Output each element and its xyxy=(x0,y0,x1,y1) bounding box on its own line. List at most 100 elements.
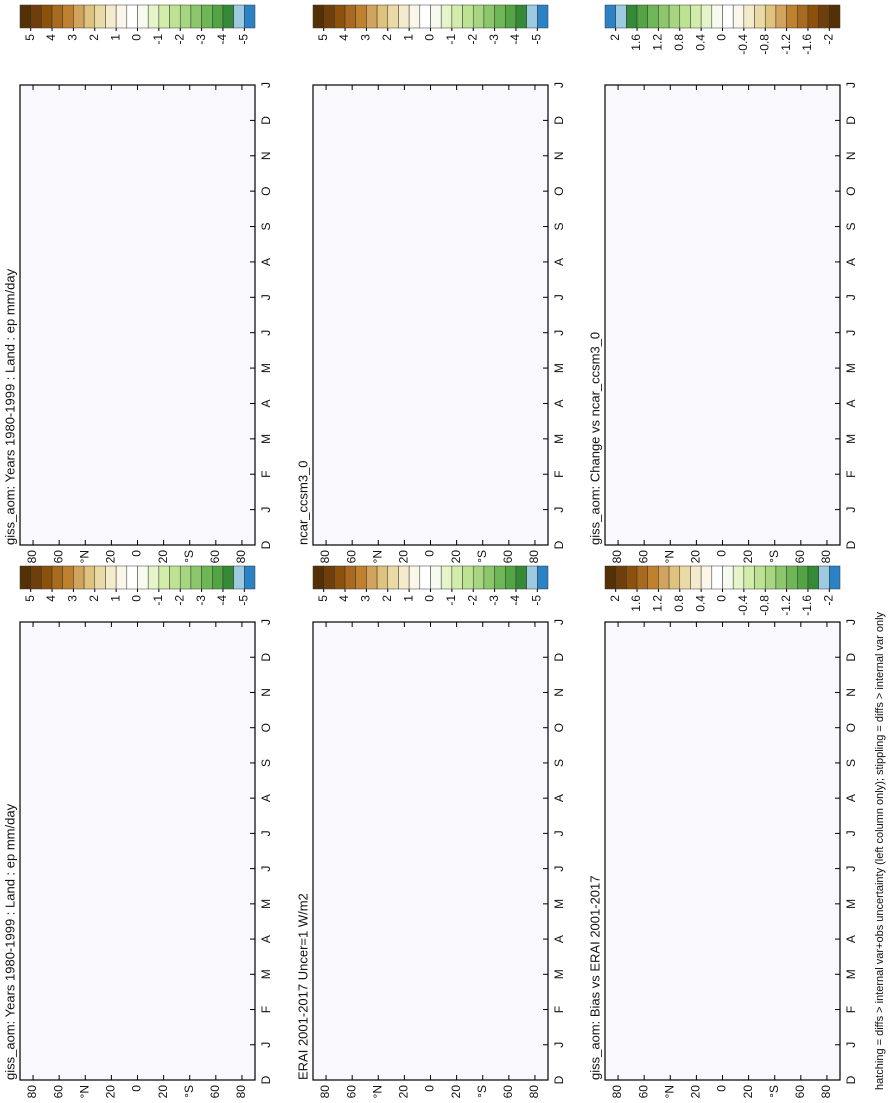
x-tick-label: A xyxy=(552,258,566,266)
y-tick-label: 20 xyxy=(449,1085,463,1099)
x-tick-label: D xyxy=(259,116,273,125)
x-tick-label: S xyxy=(844,759,858,767)
colorbar-box xyxy=(169,565,181,590)
footnote: hatching = diffs > internal var+obs unce… xyxy=(874,611,886,1090)
colorbar-box xyxy=(658,565,670,590)
y-tick-label: 0 xyxy=(130,1085,144,1092)
colorbar-box xyxy=(355,4,367,29)
plot-area xyxy=(19,84,256,546)
y-tick-label: 20 xyxy=(156,1085,170,1099)
y-tick-label: 60 xyxy=(51,550,65,564)
colorbar-box xyxy=(700,565,713,590)
colorbar-box xyxy=(94,4,106,29)
colorbar-box xyxy=(233,565,245,590)
colorbar-box xyxy=(233,4,245,29)
y-tick-label: °S xyxy=(475,1085,489,1098)
colorbar-box xyxy=(190,4,202,29)
colorbar-box xyxy=(41,4,53,29)
x-tick-label: A xyxy=(844,399,858,407)
colorbar-box xyxy=(201,565,213,590)
colorbar-box xyxy=(743,4,755,29)
colorbar-label: 0 xyxy=(423,595,437,602)
x-tick-label: O xyxy=(844,186,858,195)
colorbar-box xyxy=(797,4,809,29)
colorbar-box xyxy=(387,4,399,29)
x-tick-label: M xyxy=(259,363,273,373)
y-tick-label: 20 xyxy=(741,1085,755,1099)
colorbar-box xyxy=(722,565,734,590)
colorbar-label: -3 xyxy=(194,34,208,45)
x-tick-label: M xyxy=(844,434,858,444)
x-tick-label: D xyxy=(259,540,273,549)
colorbar-box xyxy=(472,4,485,29)
colorbar-box xyxy=(430,4,442,29)
colorbar-label: -4 xyxy=(215,34,229,45)
panel-title: giss_aom: Years 1980-1999 : Land : ep mm… xyxy=(2,803,17,1080)
colorbar-box xyxy=(126,565,138,590)
x-tick-label: J xyxy=(552,830,566,836)
x-tick-label: N xyxy=(844,688,858,697)
colorbar-box xyxy=(41,565,53,590)
colorbar-box xyxy=(658,4,670,29)
x-tick-label: J xyxy=(259,866,273,872)
colorbar-label: 5 xyxy=(23,595,37,602)
colorbar-label: 3 xyxy=(66,595,80,602)
y-tick-label: 80 xyxy=(610,550,624,564)
colorbar-box xyxy=(515,565,527,590)
colorbar-box xyxy=(51,4,63,29)
y-tick-label: 80 xyxy=(318,550,332,564)
colorbar-box xyxy=(494,565,506,590)
colorbar-label: -5 xyxy=(236,34,250,45)
y-tick-label: 80 xyxy=(25,550,39,564)
colorbar-box xyxy=(462,565,474,590)
colorbar-box xyxy=(408,565,421,590)
colorbar-box xyxy=(430,565,442,590)
x-tick-label: J xyxy=(259,507,273,513)
colorbar-box xyxy=(105,4,117,29)
y-tick-label: 0 xyxy=(423,1085,437,1092)
colorbar-box xyxy=(83,565,96,590)
colorbar-label: 2 xyxy=(380,595,394,602)
colorbar-label: 0.4 xyxy=(693,34,707,51)
y-tick-label: 80 xyxy=(318,1085,332,1099)
colorbar-box xyxy=(376,4,389,29)
x-tick-label: D xyxy=(844,116,858,125)
colorbar-label: -2 xyxy=(465,595,479,606)
x-tick-label: J xyxy=(259,294,273,300)
colorbar-box xyxy=(366,565,378,590)
x-tick-label: M xyxy=(844,969,858,979)
colorbar-label: -0.8 xyxy=(757,34,771,55)
y-tick-label: 60 xyxy=(636,1085,650,1099)
x-tick-label: M xyxy=(552,434,566,444)
colorbar-box xyxy=(462,4,474,29)
x-tick-label: A xyxy=(552,399,566,407)
colorbar-label: -1.6 xyxy=(800,34,814,55)
colorbar-label: -2 xyxy=(172,34,186,45)
x-tick-label: O xyxy=(259,723,273,732)
x-tick-label: D xyxy=(259,1075,273,1084)
x-tick-label: J xyxy=(259,82,273,88)
colorbar-box xyxy=(419,565,431,590)
colorbar-box xyxy=(73,4,85,29)
x-tick-label: A xyxy=(259,258,273,266)
x-tick-label: D xyxy=(844,1075,858,1084)
colorbar-label: -4 xyxy=(508,595,522,606)
x-tick-label: D xyxy=(844,653,858,662)
y-tick-label: 60 xyxy=(344,1085,358,1099)
colorbar-box xyxy=(700,4,713,29)
colorbar-box xyxy=(334,565,346,590)
y-tick-label: 0 xyxy=(130,550,144,557)
colorbar-box xyxy=(222,565,234,590)
plot-area xyxy=(312,84,549,546)
x-tick-label: J xyxy=(844,866,858,872)
plot-area xyxy=(604,621,841,1081)
y-tick-label: 60 xyxy=(793,1085,807,1099)
colorbar-label: 4 xyxy=(337,595,351,602)
x-tick-label: S xyxy=(552,223,566,231)
x-tick-label: F xyxy=(844,471,858,478)
y-tick-label: °N xyxy=(370,1085,384,1098)
colorbar-box xyxy=(743,565,755,590)
colorbar-box xyxy=(754,4,766,29)
colorbar-label: 0 xyxy=(130,595,144,602)
